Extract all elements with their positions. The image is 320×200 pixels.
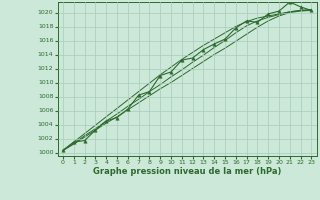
X-axis label: Graphe pression niveau de la mer (hPa): Graphe pression niveau de la mer (hPa)	[93, 167, 281, 176]
